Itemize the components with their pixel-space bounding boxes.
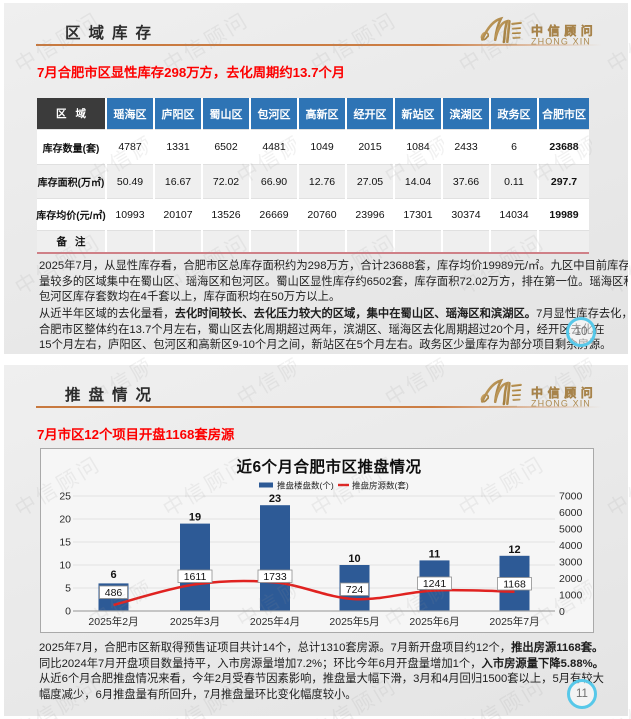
svg-text:2025年7月: 2025年7月 [489,615,539,628]
svg-text:19: 19 [189,512,201,524]
svg-text:2025年4月: 2025年4月 [250,615,300,628]
svg-text:12: 12 [508,544,520,556]
svg-text:近6个月合肥市区推盘情况: 近6个月合肥市区推盘情况 [236,457,421,476]
svg-text:2025年6月: 2025年6月 [409,615,459,628]
svg-text:1241: 1241 [423,578,447,590]
svg-text:1000: 1000 [559,590,583,602]
svg-text:10: 10 [59,560,71,572]
svg-text:2025年2月: 2025年2月 [88,615,138,628]
svg-text:推盘房源数(套): 推盘房源数(套) [352,481,409,491]
svg-text:0: 0 [559,606,565,618]
svg-text:6: 6 [110,569,116,581]
svg-text:724: 724 [346,584,364,596]
svg-text:2025年3月: 2025年3月 [170,615,220,628]
svg-text:6000: 6000 [559,507,583,519]
svg-text:1733: 1733 [263,571,287,583]
svg-text:推盘楼盘数(个): 推盘楼盘数(个) [277,481,334,491]
svg-text:1168: 1168 [503,579,526,591]
svg-text:4000: 4000 [559,540,583,552]
svg-text:23: 23 [269,493,281,505]
svg-text:1611: 1611 [184,571,207,583]
svg-text:5000: 5000 [559,524,583,536]
svg-text:7000: 7000 [559,491,583,503]
svg-text:ZHONG XIN: ZHONG XIN [531,399,591,409]
svg-text:10: 10 [348,553,360,565]
svg-text:0: 0 [65,606,71,618]
svg-text:ZHONG XIN: ZHONG XIN [531,37,591,47]
svg-text:2025年5月: 2025年5月 [329,615,379,628]
svg-text:20: 20 [59,514,71,526]
svg-text:3000: 3000 [559,557,583,569]
svg-text:486: 486 [105,587,123,599]
svg-text:15: 15 [59,537,71,549]
svg-text:2000: 2000 [559,573,583,585]
svg-text:11: 11 [429,549,441,561]
svg-text:25: 25 [59,491,71,503]
svg-text:5: 5 [65,583,71,595]
